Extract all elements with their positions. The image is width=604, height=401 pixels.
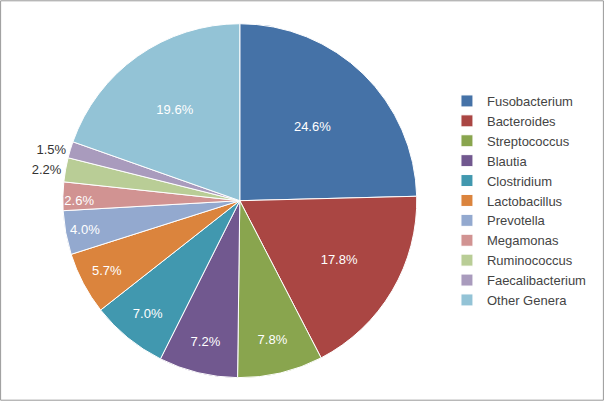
svg-text:Blautia: Blautia	[487, 154, 528, 169]
svg-text:5.7%: 5.7%	[92, 263, 122, 278]
svg-text:Lactobacillus: Lactobacillus	[487, 194, 563, 209]
svg-text:Clostridium: Clostridium	[487, 174, 552, 189]
svg-text:1.5%: 1.5%	[36, 142, 66, 157]
svg-text:7.8%: 7.8%	[258, 332, 288, 347]
svg-text:Other Genera: Other Genera	[487, 293, 567, 308]
svg-text:Ruminococcus: Ruminococcus	[487, 253, 573, 268]
svg-text:Fusobacterium: Fusobacterium	[487, 94, 573, 109]
svg-text:2.6%: 2.6%	[64, 193, 94, 208]
svg-text:Faecalibacterium: Faecalibacterium	[487, 273, 586, 288]
svg-text:17.8%: 17.8%	[321, 252, 358, 267]
svg-text:Streptococcus: Streptococcus	[487, 134, 570, 149]
svg-text:Prevotella: Prevotella	[487, 213, 546, 228]
svg-text:Megamonas: Megamonas	[487, 233, 559, 248]
svg-text:Bacteroides: Bacteroides	[487, 114, 556, 129]
svg-text:24.6%: 24.6%	[294, 119, 331, 134]
svg-text:4.0%: 4.0%	[70, 222, 100, 237]
svg-text:7.0%: 7.0%	[133, 306, 163, 321]
svg-text:2.2%: 2.2%	[32, 162, 62, 177]
svg-text:7.2%: 7.2%	[191, 334, 221, 349]
svg-text:19.6%: 19.6%	[156, 102, 193, 117]
